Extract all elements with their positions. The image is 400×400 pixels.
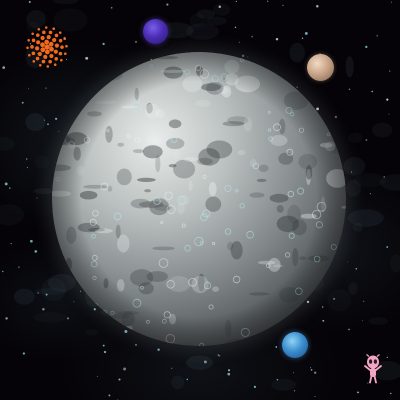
- tan-planet-icon[interactable]: [307, 54, 334, 81]
- sun-icon[interactable]: [26, 26, 68, 68]
- blue-planet-icon[interactable]: [282, 332, 308, 358]
- purple-planet-icon[interactable]: [143, 19, 168, 44]
- moon[interactable]: [52, 52, 346, 346]
- alien-icon[interactable]: [362, 354, 384, 384]
- moon-surface: [52, 52, 346, 346]
